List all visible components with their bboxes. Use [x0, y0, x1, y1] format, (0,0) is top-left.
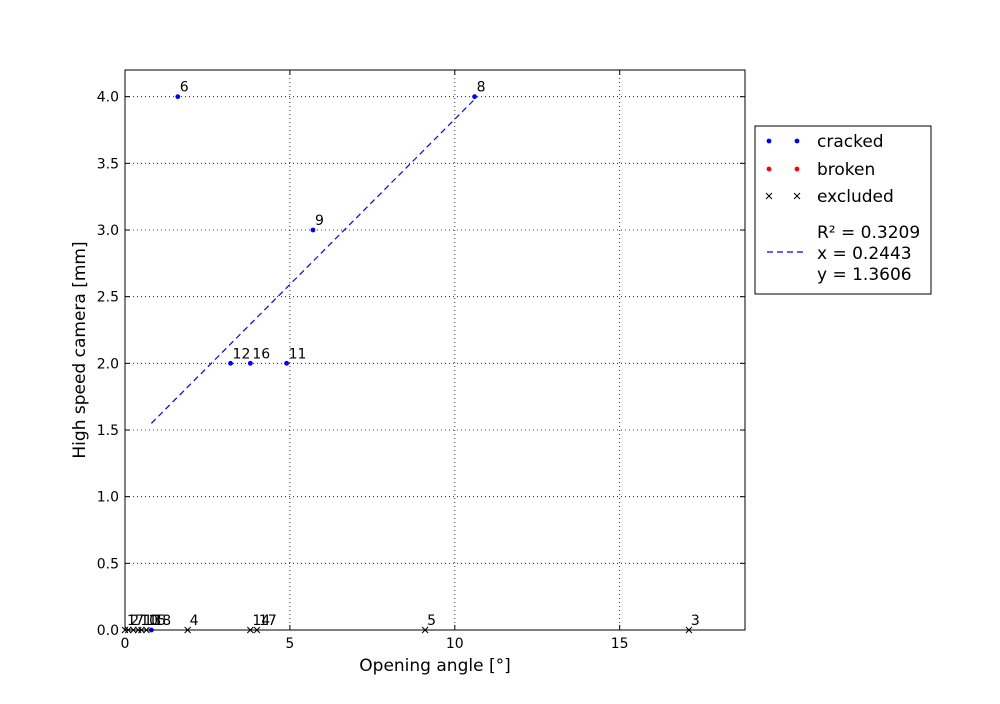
ticks-layer: 0 5 10 150.00.51.01.52.02.53.03.54.0 [97, 70, 745, 652]
legend-x-marker [793, 192, 801, 200]
cracked-point [175, 94, 181, 100]
legend-dot-marker [794, 166, 800, 172]
point-label: 2 [130, 613, 139, 629]
y-tick-label: 4.0 [97, 90, 119, 106]
point-label: 10 [140, 613, 158, 629]
y-tick-label: 3.0 [97, 223, 119, 239]
point-label: 4 [190, 613, 199, 629]
y-tick-label: 0.5 [97, 556, 119, 572]
y-tick-label: 1.0 [97, 490, 119, 506]
y-tick-label: 1.5 [97, 423, 119, 439]
legend-dot-marker [794, 138, 800, 144]
legend-fit-text: x = 0.2443 [817, 244, 912, 264]
point-label: 6 [180, 80, 189, 96]
cracked-point [284, 360, 289, 366]
point-label: 3 [691, 613, 700, 629]
point-label: 1 [127, 613, 136, 629]
x-tick-label: 15 [611, 636, 629, 652]
cracked-point [247, 360, 253, 366]
plot-area-frame [124, 69, 746, 631]
x-tick-label: 5 [285, 636, 294, 652]
fit-layer [150, 98, 475, 424]
legend-x-marker [765, 192, 773, 200]
point-label: 8 [477, 80, 486, 96]
point-label: 13 [143, 613, 161, 629]
y-axis-label: High speed camera [mm] [70, 241, 90, 458]
legend-dot-marker [766, 138, 772, 144]
point-label: 17 [259, 613, 277, 629]
y-tick-label: 0.0 [97, 623, 119, 639]
legend-frame [754, 125, 932, 295]
point-label: 16 [252, 346, 270, 362]
point-label: 12 [233, 346, 251, 362]
point-label: 11 [289, 346, 307, 362]
point-label: 5 [427, 613, 436, 629]
x-axis-label: Opening angle [°] [359, 656, 510, 676]
legend-fit-text: y = 1.3606 [817, 265, 912, 285]
legend-entry-cracked: cracked [817, 132, 884, 152]
legend-fit-text: R² = 0.3209 [817, 223, 920, 243]
cracked-point [228, 360, 233, 366]
y-tick-label: 2.5 [97, 290, 119, 306]
x-tick-label: 10 [446, 636, 464, 652]
legend-dot-marker [766, 166, 772, 172]
legend-entry-excluded: excluded [817, 187, 894, 207]
legend-entry-broken: broken [817, 160, 875, 180]
point-label: 9 [315, 213, 324, 229]
grid-layer [125, 70, 745, 630]
point-label: 15 [148, 613, 166, 629]
y-tick-label: 3.5 [97, 156, 119, 172]
y-tick-label: 2.0 [97, 356, 119, 372]
x-tick-label: 0 [121, 636, 130, 652]
point-label: 14 [252, 613, 270, 629]
cracked-point [310, 227, 316, 233]
point-label: 7 [135, 613, 144, 629]
point-label: 18 [153, 613, 171, 629]
fit-line [150, 98, 475, 424]
cracked-point [472, 94, 477, 100]
